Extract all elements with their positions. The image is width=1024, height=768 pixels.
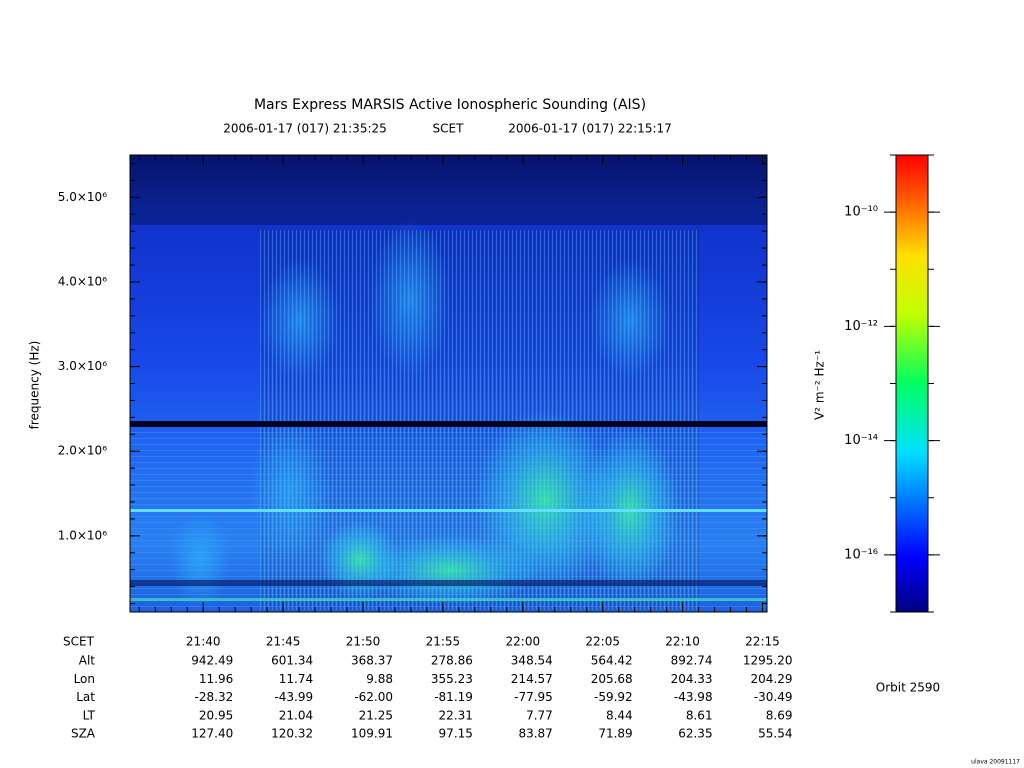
ephemeris-value: 8.44 bbox=[606, 708, 633, 722]
ephemeris-value: 83.87 bbox=[518, 727, 552, 741]
ephemeris-value: 127.40 bbox=[191, 727, 233, 741]
ephemeris-value: 214.57 bbox=[511, 672, 553, 686]
colorbar-tick-label: 10⁻¹⁶ bbox=[844, 547, 878, 562]
ephemeris-value: -30.49 bbox=[754, 690, 793, 704]
y-tick-label: 1.0×10⁶ bbox=[58, 528, 107, 542]
x-tick-label: 21:50 bbox=[346, 635, 381, 649]
start-time: 2006-01-17 (017) 21:35:25 bbox=[223, 122, 387, 136]
ephemeris-value: 601.34 bbox=[271, 654, 313, 668]
y-tick-label: 2.0×10⁶ bbox=[58, 444, 107, 458]
ephemeris-value: 355.23 bbox=[431, 672, 473, 686]
ephemeris-value: 21.04 bbox=[279, 708, 313, 722]
ephemeris-value: 1295.20 bbox=[743, 654, 793, 668]
ephemeris-value: 204.29 bbox=[750, 672, 792, 686]
ephemeris-value: 120.32 bbox=[271, 727, 313, 741]
ephemeris-value: 97.15 bbox=[439, 727, 473, 741]
ephemeris-value: 11.96 bbox=[199, 672, 233, 686]
ephemeris-label: Lat bbox=[76, 690, 95, 704]
ephemeris-value: 942.49 bbox=[191, 654, 233, 668]
colorbar-tick-label: 10⁻¹² bbox=[844, 319, 878, 334]
x-tick-label: 21:55 bbox=[426, 635, 461, 649]
x-tick-label: 22:05 bbox=[585, 635, 620, 649]
ephemeris-label: SZA bbox=[71, 727, 96, 741]
ephemeris-value: 564.42 bbox=[591, 654, 633, 668]
y-tick-label: 3.0×10⁶ bbox=[58, 359, 107, 373]
ephemeris-value: 892.74 bbox=[671, 654, 713, 668]
orbit-label: Orbit 2590 bbox=[876, 681, 940, 695]
ephemeris-value: 62.35 bbox=[678, 727, 712, 741]
ephemeris-value: 368.37 bbox=[351, 654, 393, 668]
y-axis-label: frequency (Hz) bbox=[28, 341, 42, 430]
y-tick-label: 5.0×10⁶ bbox=[58, 190, 107, 204]
x-tick-label: 22:10 bbox=[665, 635, 700, 649]
ephemeris-value: 9.88 bbox=[366, 672, 393, 686]
ephemeris-value: 7.77 bbox=[526, 708, 553, 722]
ephemeris-value: 348.54 bbox=[511, 654, 553, 668]
ephemeris-label: LT bbox=[83, 708, 96, 722]
ephemeris-label: Lon bbox=[74, 672, 95, 686]
x-row-label: SCET bbox=[63, 635, 95, 649]
ephemeris-value: 8.69 bbox=[766, 708, 793, 722]
ephemeris-value: -59.92 bbox=[594, 690, 633, 704]
ephemeris-value: 55.54 bbox=[758, 727, 792, 741]
time-system: SCET bbox=[433, 122, 465, 136]
ephemeris-value: -81.19 bbox=[434, 690, 473, 704]
ephemeris-value: -43.99 bbox=[274, 690, 313, 704]
ephemeris-value: 21.25 bbox=[359, 708, 393, 722]
ephemeris-value: 20.95 bbox=[199, 708, 233, 722]
ephemeris-value: -62.00 bbox=[354, 690, 393, 704]
end-time: 2006-01-17 (017) 22:15:17 bbox=[508, 122, 672, 136]
ephemeris-value: 22.31 bbox=[439, 708, 473, 722]
footer: ulava 20091117 bbox=[971, 759, 1020, 766]
x-tick-label: 22:00 bbox=[506, 635, 541, 649]
x-tick-label: 22:15 bbox=[745, 635, 780, 649]
ephemeris-value: 205.68 bbox=[591, 672, 633, 686]
ephemeris-value: 109.91 bbox=[351, 727, 393, 741]
chart-title: Mars Express MARSIS Active Ionospheric S… bbox=[254, 97, 646, 113]
ephemeris-value: -43.98 bbox=[674, 690, 713, 704]
ephemeris-value: 204.33 bbox=[671, 672, 713, 686]
y-tick-label: 4.0×10⁶ bbox=[58, 274, 107, 288]
ephemeris-value: -28.32 bbox=[195, 690, 234, 704]
colorbar bbox=[895, 154, 929, 613]
ephemeris-value: 11.74 bbox=[279, 672, 313, 686]
ephemeris-value: 71.89 bbox=[598, 727, 632, 741]
x-tick-label: 21:45 bbox=[266, 635, 301, 649]
colorbar-label: V² m⁻² Hz⁻¹ bbox=[813, 350, 827, 420]
ephemeris-value: -77.95 bbox=[514, 690, 553, 704]
ephemeris-value: 278.86 bbox=[431, 654, 473, 668]
ephemeris-value: 8.61 bbox=[686, 708, 713, 722]
colorbar-tick-label: 10⁻¹⁴ bbox=[844, 433, 878, 448]
x-tick-label: 21:40 bbox=[186, 635, 221, 649]
ephemeris-label: Alt bbox=[79, 654, 96, 668]
spectrogram-image bbox=[130, 155, 767, 612]
colorbar-tick-label: 10⁻¹⁰ bbox=[844, 205, 878, 220]
